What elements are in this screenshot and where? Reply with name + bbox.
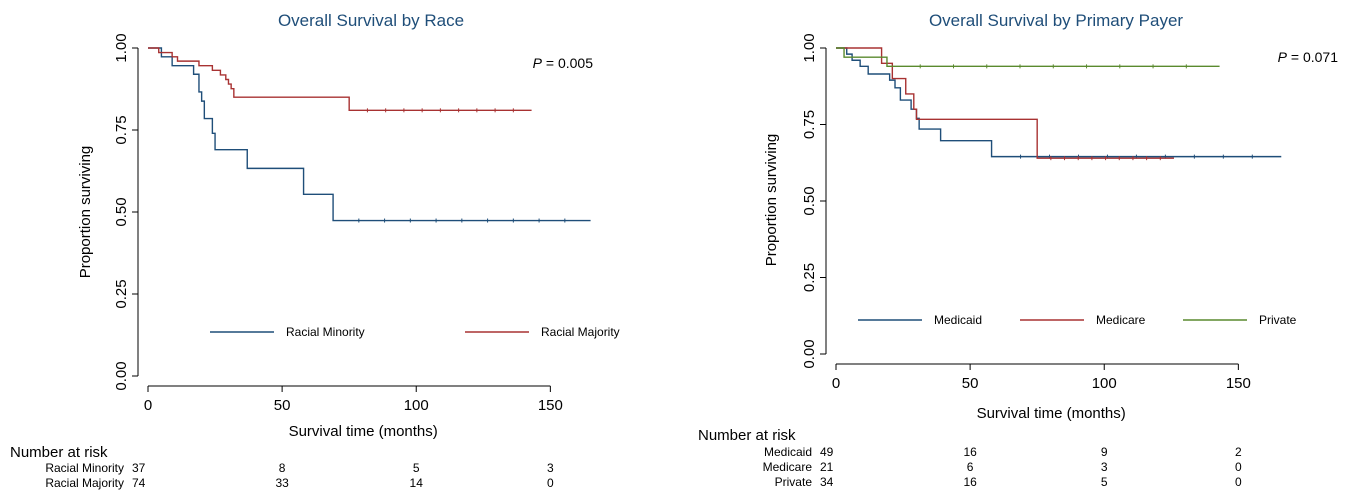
risk-value: 16 xyxy=(963,445,977,459)
risk-value: 33 xyxy=(275,476,289,490)
chart-title: Overall Survival by Race xyxy=(278,11,464,30)
risk-row-label: Private xyxy=(775,475,813,489)
risk-row-label: Racial Majority xyxy=(45,476,124,490)
chart-1: Overall Survival by Race 0.00 0.25 0.50 0.75… xyxy=(10,11,620,490)
legend-label: Private xyxy=(1259,313,1297,327)
y-tick-label: 1.00 xyxy=(113,33,130,62)
risk-value: 8 xyxy=(279,461,286,475)
legend-label: Racial Majority xyxy=(541,325,620,339)
risk-value: 0 xyxy=(1235,460,1242,474)
survival-curve-2 xyxy=(836,47,1174,159)
y-tick-label: 0.75 xyxy=(801,110,818,139)
y-tick-label: 0.25 xyxy=(801,263,818,292)
survival-curve-2 xyxy=(148,47,532,112)
risk-value: 0 xyxy=(1235,475,1242,489)
legend-label: Medicare xyxy=(1096,313,1146,327)
risk-value: 34 xyxy=(820,475,834,489)
chart-2: Overall Survival by Primary Payer 0.00 0.2… xyxy=(698,11,1338,489)
legend-label: Medicaid xyxy=(934,313,982,327)
x-tick-label: 50 xyxy=(962,375,979,392)
x-tick-label: 0 xyxy=(832,375,840,392)
y-tick-label: 0.75 xyxy=(113,115,130,144)
y-tick-label: 0.50 xyxy=(113,197,130,226)
risk-value: 3 xyxy=(1101,460,1108,474)
y-tick-label: 0.00 xyxy=(113,361,130,390)
risk-value: 16 xyxy=(963,475,977,489)
p-value: P = 0.071 xyxy=(1278,49,1339,65)
risk-value: 3 xyxy=(547,461,554,475)
y-axis-label: Proportion surviving xyxy=(763,134,780,267)
risk-value: 0 xyxy=(547,476,554,490)
p-value-text: = 0.005 xyxy=(542,55,593,71)
risk-value: 37 xyxy=(132,461,146,475)
risk-value: 49 xyxy=(820,445,834,459)
y-tick-label: 0.00 xyxy=(801,339,818,368)
risk-value: 5 xyxy=(413,461,420,475)
x-tick-label: 100 xyxy=(1092,375,1117,392)
risk-value: 5 xyxy=(1101,475,1108,489)
legend-label: Racial Minority xyxy=(286,325,365,339)
risk-row-label: Medicare xyxy=(763,460,813,474)
risk-value: 74 xyxy=(132,476,146,490)
x-axis-label: Survival time (months) xyxy=(289,423,438,440)
risk-value: 2 xyxy=(1235,445,1242,459)
chart-title: Overall Survival by Primary Payer xyxy=(929,11,1183,30)
y-tick-label: 0.50 xyxy=(801,186,818,215)
risk-table-header: Number at risk xyxy=(698,427,796,444)
y-tick-label: 1.00 xyxy=(801,33,818,62)
risk-value: 9 xyxy=(1101,445,1108,459)
risk-value: 6 xyxy=(967,460,974,474)
x-tick-label: 0 xyxy=(144,397,152,414)
risk-table-header: Number at risk xyxy=(10,444,108,461)
x-axis-label: Survival time (months) xyxy=(977,405,1126,422)
p-value-symbol: P xyxy=(533,55,543,71)
p-value-text: = 0.071 xyxy=(1287,49,1338,65)
x-tick-label: 150 xyxy=(1226,375,1251,392)
x-tick-label: 150 xyxy=(538,397,563,414)
y-tick-label: 0.25 xyxy=(113,279,130,308)
survival-curve-1 xyxy=(836,47,1282,158)
x-tick-label: 50 xyxy=(274,397,291,414)
risk-row-label: Racial Minority xyxy=(45,461,124,475)
survival-curve-1 xyxy=(148,47,591,222)
survival-curve-3 xyxy=(836,47,1220,68)
x-tick-label: 100 xyxy=(404,397,429,414)
risk-value: 21 xyxy=(820,460,834,474)
p-value-symbol: P xyxy=(1278,49,1288,65)
risk-value: 14 xyxy=(410,476,424,490)
p-value: P = 0.005 xyxy=(533,55,594,71)
y-axis-label: Proportion surviving xyxy=(77,146,94,279)
risk-row-label: Medicaid xyxy=(764,445,812,459)
